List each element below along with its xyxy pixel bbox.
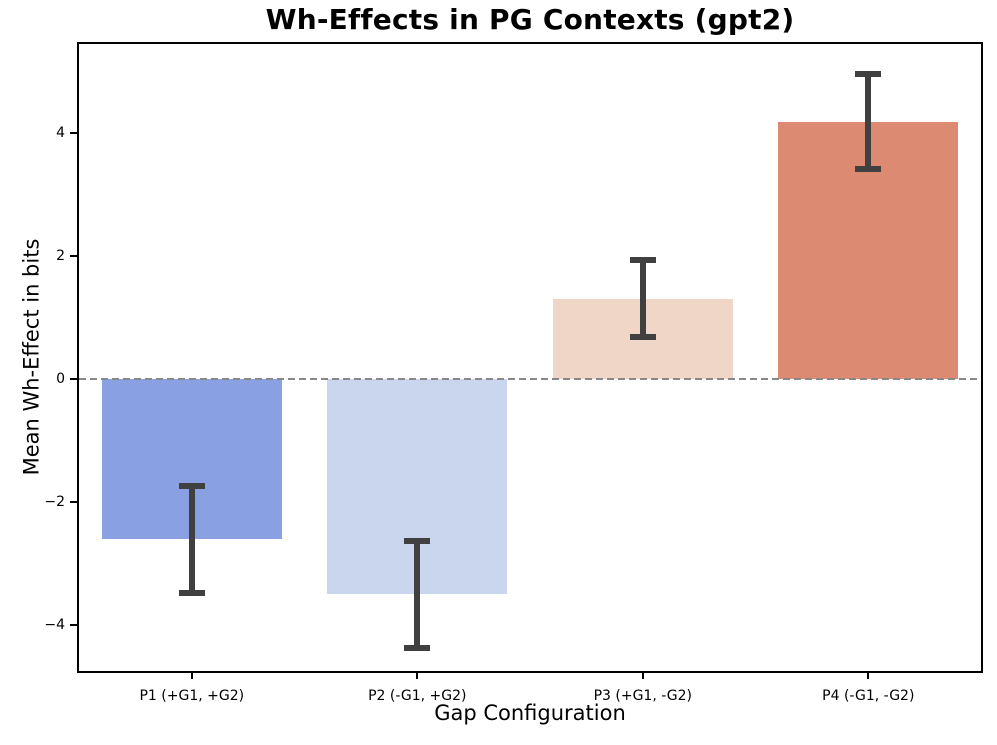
error-bar-line <box>414 540 421 648</box>
zero-baseline <box>79 378 981 380</box>
error-bar-line <box>865 74 872 169</box>
y-tick-label: 2 <box>56 248 65 265</box>
error-bar-cap-bottom <box>855 165 882 172</box>
x-tick <box>641 672 644 679</box>
y-tick <box>70 623 79 626</box>
x-tick-label: P4 (-G1, -G2) <box>822 688 915 704</box>
error-bar-cap-bottom <box>629 334 656 341</box>
error-bar-cap-bottom <box>178 589 205 596</box>
x-tick-label: P2 (-G1, +G2) <box>368 688 467 704</box>
error-bar-cap-top <box>178 483 205 489</box>
error-bar-line <box>188 486 195 593</box>
x-tick <box>190 672 193 679</box>
error-bar-cap-top <box>629 256 656 263</box>
y-tick <box>70 378 79 380</box>
x-axis-label: Gap Configuration <box>434 701 626 725</box>
x-tick <box>867 672 870 679</box>
y-tick-label: 4 <box>56 125 65 142</box>
y-tick <box>70 255 79 258</box>
error-bar-cap-top <box>404 537 431 544</box>
x-tick-label: P3 (+G1, -G2) <box>593 688 693 704</box>
y-tick-label: −4 <box>44 616 65 633</box>
y-tick <box>70 501 79 503</box>
error-bar-cap-top <box>855 71 882 78</box>
y-tick <box>70 132 79 135</box>
y-tick-label: −2 <box>44 494 65 510</box>
plot-area: P1 (+G1, +G2) P2 (-G1, +G2) P3 (+G1, -G2) P… <box>44 42 983 704</box>
error-bar-cap-bottom <box>404 644 431 651</box>
x-tick-label: P1 (+G1, +G2) <box>139 688 245 704</box>
y-tick-label: 0 <box>56 371 65 387</box>
x-tick <box>416 672 419 679</box>
chart-title: Wh-Effects in PG Contexts (gpt2) <box>265 3 795 36</box>
error-bar-line <box>639 259 646 338</box>
